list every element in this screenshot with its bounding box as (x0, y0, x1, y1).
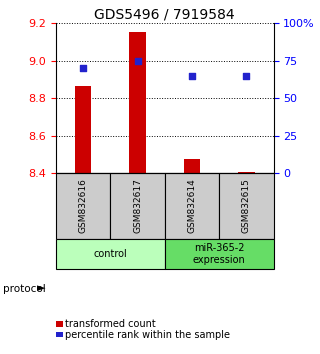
Title: GDS5496 / 7919584: GDS5496 / 7919584 (94, 8, 235, 22)
Text: percentile rank within the sample: percentile rank within the sample (65, 330, 230, 339)
Text: control: control (93, 249, 127, 259)
Point (135, 58, 140, 63)
Bar (110, 173, 165, 239)
Bar (165, 173, 219, 239)
Bar (129, 32, 146, 173)
Point (81, 65, 86, 71)
Bar (56, 239, 165, 269)
Text: miR-365-2
expression: miR-365-2 expression (193, 243, 245, 265)
Point (244, 73, 249, 78)
Text: GSM832615: GSM832615 (242, 179, 251, 234)
Bar (75, 86, 92, 173)
Bar (219, 173, 274, 239)
Bar (238, 172, 255, 173)
Text: GSM832616: GSM832616 (79, 179, 88, 234)
Text: transformed count: transformed count (65, 319, 156, 329)
Text: protocol: protocol (3, 284, 46, 293)
Point (189, 73, 195, 78)
Text: GSM832617: GSM832617 (133, 179, 142, 234)
Bar (165, 239, 274, 269)
Text: ►: ► (37, 284, 45, 293)
Text: GSM832614: GSM832614 (188, 179, 196, 233)
Bar (184, 159, 200, 173)
Bar (56, 173, 110, 239)
